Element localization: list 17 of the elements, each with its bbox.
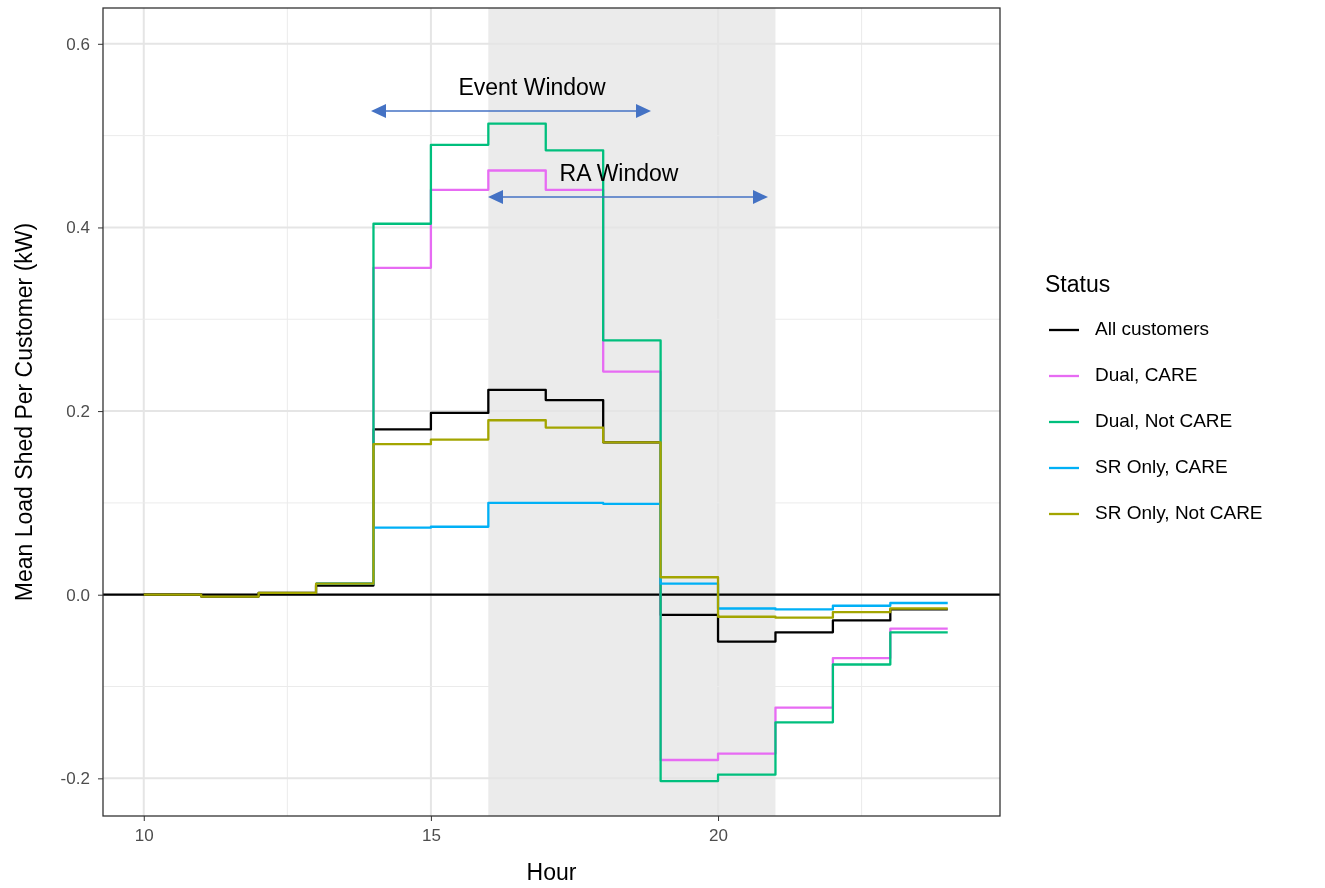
x-tick-label: 10 xyxy=(134,826,154,845)
legend-label: All customers xyxy=(1095,318,1210,340)
legend-label: Dual, CARE xyxy=(1095,364,1198,386)
legend-label: SR Only, Not CARE xyxy=(1095,502,1263,524)
legend-title: Status xyxy=(1045,271,1111,297)
y-tick-label: -0.2 xyxy=(60,769,90,789)
x-tick-label: 20 xyxy=(709,826,728,845)
annotation: Event Window xyxy=(458,74,606,101)
y-tick-label: 0.6 xyxy=(66,34,90,54)
legend-label: Dual, Not CARE xyxy=(1095,410,1233,432)
y-tick-label: 0.2 xyxy=(66,402,90,422)
x-tick-label: 15 xyxy=(421,826,441,845)
legend-label: SR Only, CARE xyxy=(1095,456,1228,478)
y-tick-label: 0.0 xyxy=(66,585,90,605)
y-tick-label: 0.4 xyxy=(66,218,90,238)
y-axis-title: Mean Load Shed Per Customer (kW) xyxy=(11,222,37,602)
x-axis-title: Hour xyxy=(526,859,577,885)
